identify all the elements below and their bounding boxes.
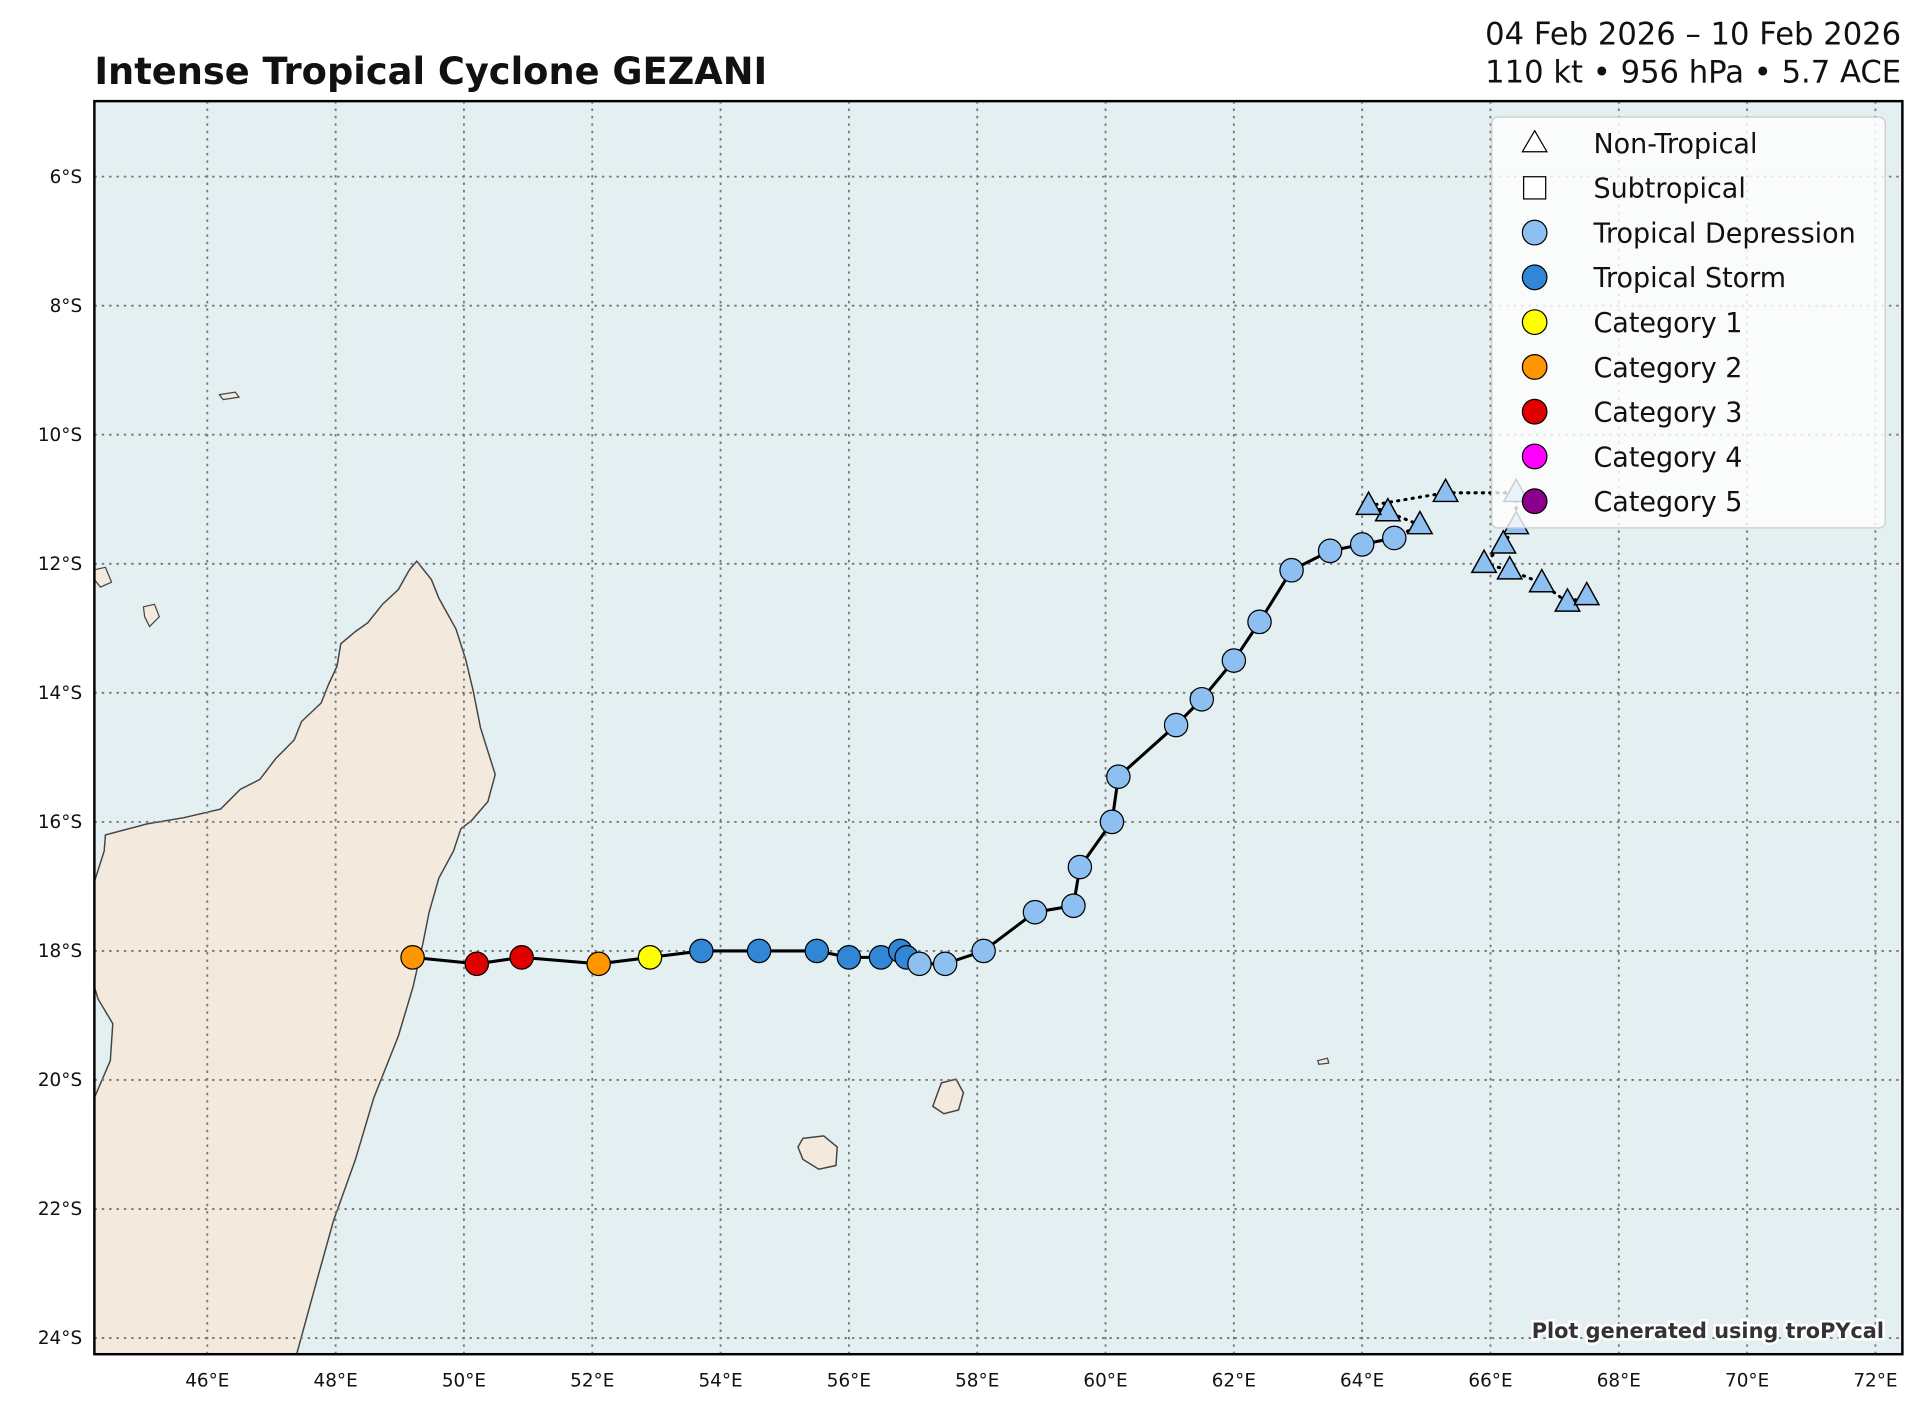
legend-label-category-5: Category 5: [1593, 487, 1742, 518]
track-point-tropical-storm: [804, 938, 830, 964]
legend-category-2-icon: [1521, 353, 1548, 380]
track-point-tropical-depression: [932, 951, 958, 977]
track-point-tropical-depression: [1381, 525, 1407, 551]
track-point-category-2: [400, 945, 425, 970]
comoros-island: [142, 603, 161, 628]
track-markers: [400, 477, 1601, 977]
non-tropical-marker: [1470, 548, 1498, 574]
madagascar-landmass: [94, 560, 496, 1355]
legend-category-1-icon: [1521, 309, 1548, 336]
legend-tropical-storm-icon: [1521, 264, 1548, 291]
mauritius-island: [931, 1078, 965, 1115]
track-point-tropical-depression: [1317, 538, 1343, 564]
y-tick-label: 6°S: [50, 167, 83, 188]
legend-category-4-icon: [1521, 443, 1548, 470]
track-point-category-2: [586, 951, 611, 977]
rodrigues-island: [1316, 1057, 1330, 1066]
y-tick-label: 12°S: [38, 554, 82, 575]
credit-text: Plot generated using troPYcal: [1532, 1319, 1884, 1343]
track-point-tropical-depression: [1022, 899, 1048, 925]
track-segment: [1367, 491, 1448, 508]
legend-label-tropical-depression: Tropical Depression: [1592, 218, 1855, 249]
legend-square-icon: [1523, 176, 1547, 200]
legend: Non-Tropical Subtropical Tropical Depressi…: [1491, 116, 1886, 529]
x-tick-label: 50°E: [442, 1370, 486, 1391]
track-point-category-1: [637, 945, 663, 970]
legend-label-category-1: Category 1: [1593, 308, 1742, 339]
track-point-tropical-depression: [1349, 532, 1375, 557]
track-point-tropical-depression: [1067, 854, 1093, 880]
track-point-tropical-depression: [1221, 648, 1247, 673]
x-tick-label: 48°E: [314, 1370, 358, 1391]
y-tick-label: 10°S: [38, 425, 82, 446]
track-point-tropical-depression: [1099, 809, 1125, 835]
non-tropical-marker: [1374, 497, 1402, 522]
x-tick-label: 58°E: [955, 1370, 999, 1391]
reunion-island: [797, 1135, 838, 1170]
y-tick-label: 16°S: [38, 812, 82, 833]
track-point-tropical-storm: [689, 938, 714, 964]
legend-triangle-icon: [1521, 129, 1548, 153]
track-point-tropical-depression: [1189, 686, 1215, 712]
legend-label-subtropical: Subtropical: [1593, 174, 1745, 205]
x-tick-label: 72°E: [1853, 1370, 1897, 1391]
legend-tropical-depression-icon: [1521, 219, 1548, 246]
land-layer: [94, 391, 1330, 1355]
track-point-tropical-depression: [1106, 764, 1131, 790]
legend-label-category-3: Category 3: [1593, 397, 1742, 428]
legend-category-5-icon: [1521, 488, 1548, 515]
y-tick-label: 14°S: [38, 683, 82, 704]
legend-box: [1491, 116, 1886, 529]
x-tick-label: 64°E: [1340, 1370, 1384, 1391]
date-range: 04 Feb 2026 – 10 Feb 2026: [1485, 16, 1901, 52]
non-tropical-marker: [1489, 529, 1517, 554]
y-tick-label: 8°S: [50, 296, 83, 317]
non-tropical-marker: [1432, 477, 1460, 503]
track-segment: [1116, 723, 1178, 779]
legend-label-category-2: Category 2: [1593, 353, 1742, 384]
legend-label-non-tropical: Non-Tropical: [1593, 129, 1757, 160]
track-point-tropical-depression: [1163, 712, 1189, 738]
track-point-tropical-depression: [1061, 893, 1086, 919]
non-tropical-marker: [1496, 555, 1524, 580]
x-tick-label: 46°E: [185, 1370, 229, 1391]
track-point-category-3: [464, 951, 490, 977]
legend-label-category-4: Category 4: [1593, 442, 1742, 473]
non-tropical-marker: [1406, 509, 1434, 535]
seychelles-island: [218, 391, 241, 401]
x-tick-label: 68°E: [1597, 1370, 1641, 1391]
x-tick-label: 70°E: [1725, 1370, 1769, 1391]
x-tick-label: 66°E: [1468, 1370, 1512, 1391]
non-tropical-marker: [1553, 587, 1581, 612]
track-segment: [1540, 581, 1570, 605]
track-point-tropical-storm: [836, 945, 862, 970]
map-title: Intense Tropical Cyclone GEZANI: [94, 50, 767, 93]
plot-frame: [93, 99, 1904, 1356]
track-point-tropical-depression: [971, 938, 996, 964]
legend-label-tropical-storm: Tropical Storm: [1592, 263, 1786, 294]
storm-stats: 110 kt • 956 hPa • 5.7 ACE: [1485, 55, 1901, 91]
x-tick-label: 52°E: [570, 1370, 614, 1391]
x-tick-label: 60°E: [1083, 1370, 1127, 1391]
track-point-tropical-depression: [1247, 609, 1272, 635]
non-tropical-marker: [1355, 490, 1383, 516]
axis-ticks: 46°E 48°E 50°E 52°E 54°E 56°E 58°E 60°E 62°E 64°E…: [38, 167, 1898, 1392]
y-tick-label: 20°S: [38, 1070, 82, 1091]
track-point-tropical-storm: [746, 938, 772, 964]
track-point-tropical-depression: [1279, 557, 1304, 583]
non-tropical-marker: [1573, 580, 1601, 606]
mayotte-island: [94, 566, 113, 588]
y-tick-label: 24°S: [38, 1328, 82, 1349]
non-tropical-marker: [1528, 568, 1556, 593]
x-tick-label: 56°E: [827, 1370, 871, 1391]
track-point-category-3: [509, 945, 534, 970]
legend-category-3-icon: [1521, 398, 1548, 425]
track-point-tropical-depression: [907, 951, 932, 977]
x-tick-label: 62°E: [1212, 1370, 1256, 1391]
y-tick-label: 18°S: [38, 941, 82, 962]
y-tick-label: 22°S: [38, 1199, 82, 1220]
track-segment: [520, 955, 601, 966]
x-tick-label: 54°E: [698, 1370, 742, 1391]
